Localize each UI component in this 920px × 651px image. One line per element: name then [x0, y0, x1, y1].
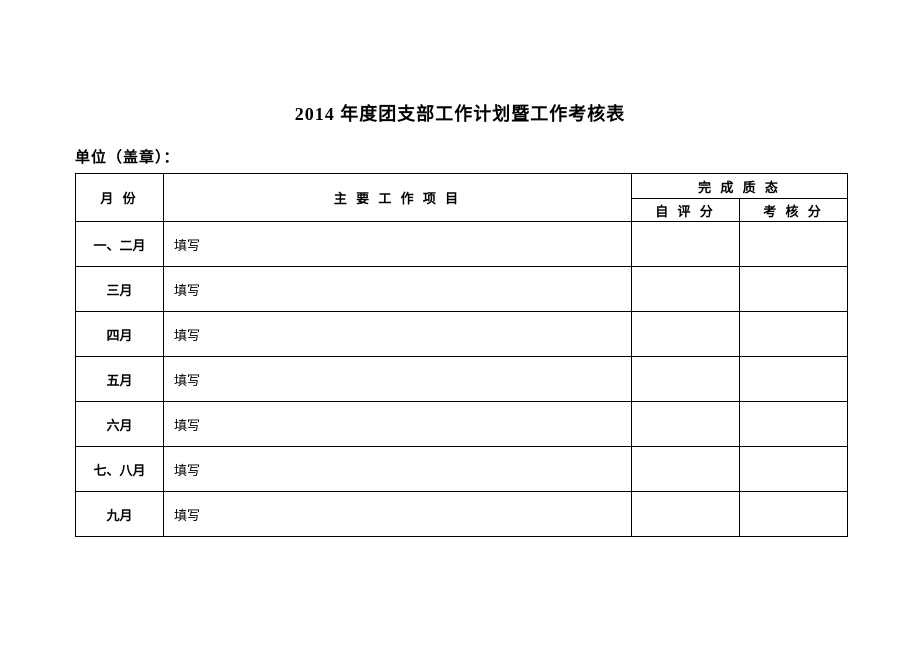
col-header-assess-score: 考 核 分	[740, 199, 848, 222]
cell-assess-score	[740, 222, 848, 267]
table-row: 六月 填写	[76, 402, 848, 447]
table-row: 一、二月 填写	[76, 222, 848, 267]
col-header-self-score: 自 评 分	[632, 199, 740, 222]
document-page: 2014 年度团支部工作计划暨工作考核表 单位（盖章）： 月 份 主 要 工 作…	[0, 0, 920, 537]
cell-self-score	[632, 402, 740, 447]
cell-self-score	[632, 492, 740, 537]
cell-month: 五月	[76, 357, 164, 402]
cell-work: 填写	[164, 447, 632, 492]
cell-month: 一、二月	[76, 222, 164, 267]
cell-self-score	[632, 267, 740, 312]
table-header: 月 份 主 要 工 作 项 目 完 成 质 态 自 评 分 考 核 分	[76, 174, 848, 222]
cell-month: 四月	[76, 312, 164, 357]
cell-work: 填写	[164, 312, 632, 357]
cell-self-score	[632, 222, 740, 267]
cell-assess-score	[740, 447, 848, 492]
page-title: 2014 年度团支部工作计划暨工作考核表	[0, 100, 920, 126]
table-body: 一、二月 填写 三月 填写 四月 填写 五月 填写	[76, 222, 848, 537]
cell-work: 填写	[164, 222, 632, 267]
cell-work: 填写	[164, 357, 632, 402]
unit-stamp-label: 单位（盖章）：	[75, 146, 920, 167]
cell-month: 三月	[76, 267, 164, 312]
cell-work: 填写	[164, 492, 632, 537]
work-plan-table: 月 份 主 要 工 作 项 目 完 成 质 态 自 评 分 考 核 分 一、二月…	[75, 173, 848, 537]
cell-self-score	[632, 357, 740, 402]
cell-assess-score	[740, 312, 848, 357]
table-row: 七、八月 填写	[76, 447, 848, 492]
table-row: 五月 填写	[76, 357, 848, 402]
header-row-1: 月 份 主 要 工 作 项 目 完 成 质 态	[76, 174, 848, 199]
table-row: 三月 填写	[76, 267, 848, 312]
cell-assess-score	[740, 402, 848, 447]
cell-assess-score	[740, 357, 848, 402]
cell-self-score	[632, 447, 740, 492]
cell-self-score	[632, 312, 740, 357]
cell-month: 六月	[76, 402, 164, 447]
cell-month: 九月	[76, 492, 164, 537]
cell-assess-score	[740, 267, 848, 312]
table-row: 四月 填写	[76, 312, 848, 357]
cell-work: 填写	[164, 267, 632, 312]
cell-assess-score	[740, 492, 848, 537]
cell-month: 七、八月	[76, 447, 164, 492]
col-header-quality-group: 完 成 质 态	[632, 174, 848, 199]
col-header-work: 主 要 工 作 项 目	[164, 174, 632, 222]
cell-work: 填写	[164, 402, 632, 447]
col-header-month: 月 份	[76, 174, 164, 222]
table-row: 九月 填写	[76, 492, 848, 537]
